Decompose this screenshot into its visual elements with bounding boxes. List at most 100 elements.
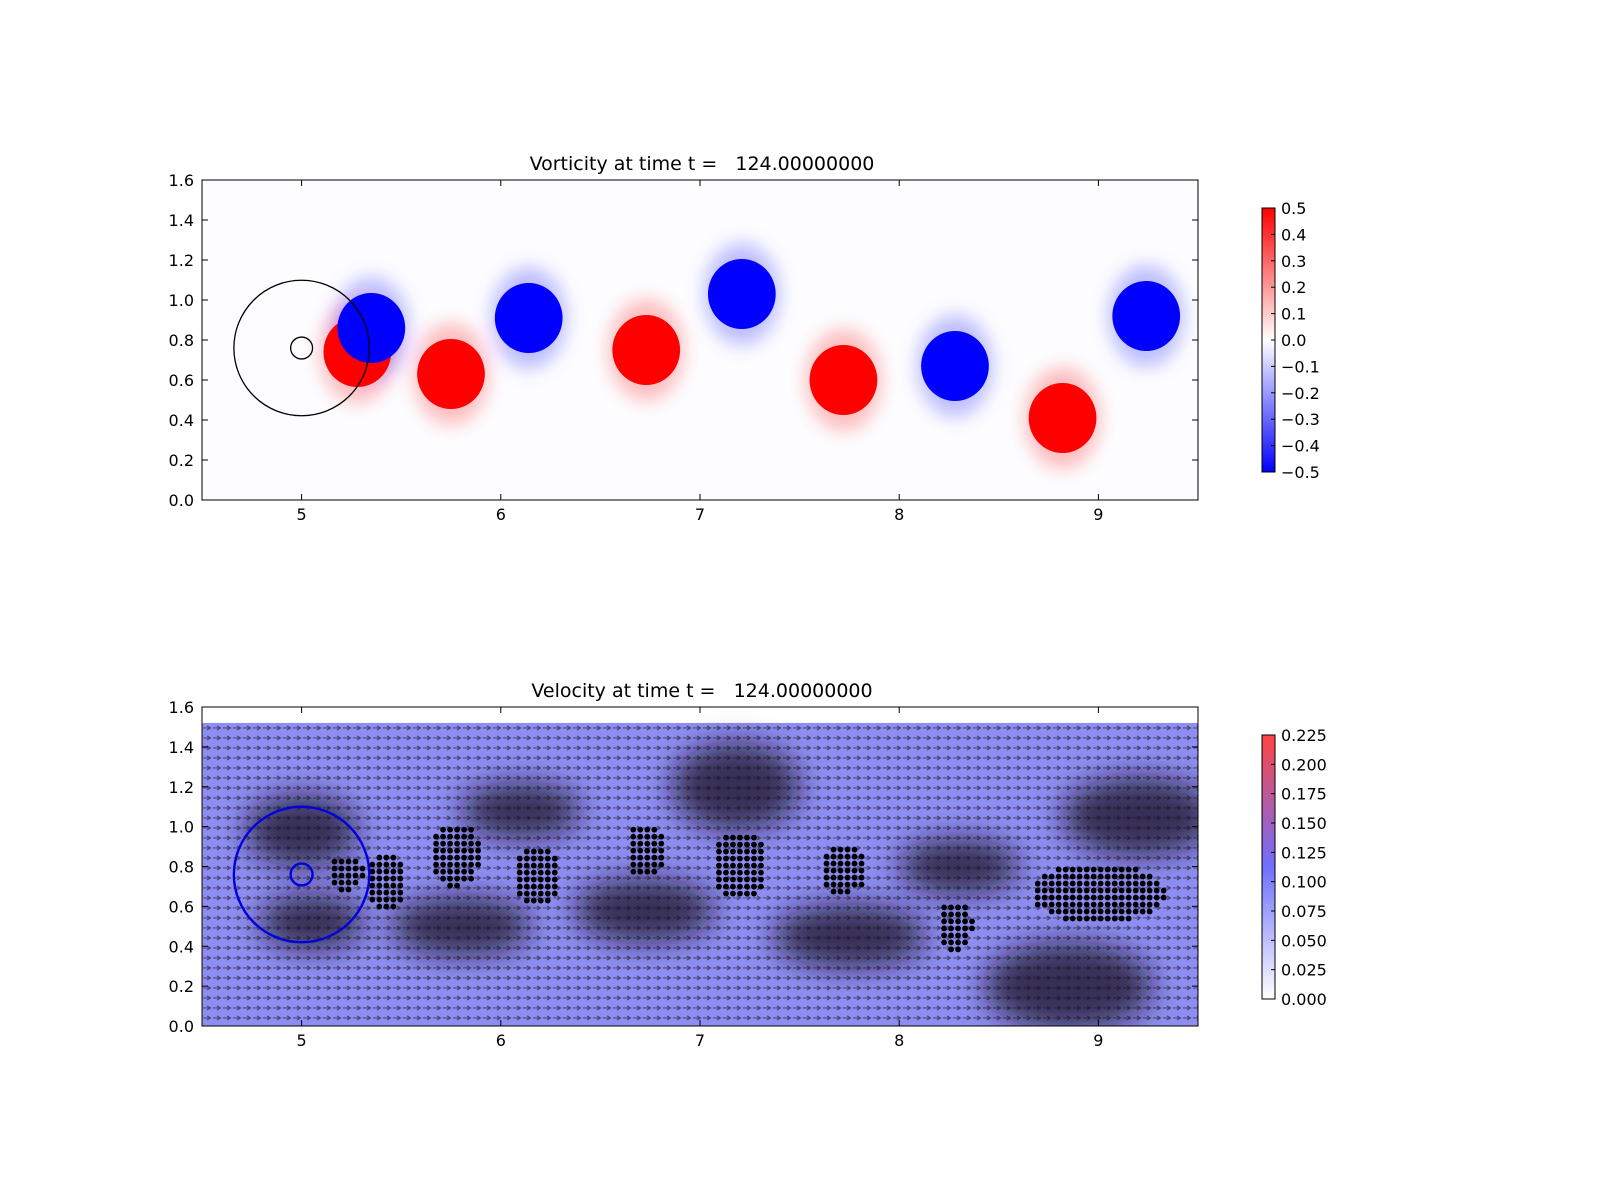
y-tick-label: 0.4 [169,937,194,956]
colorbar-tick-label: 0.100 [1281,873,1327,892]
colorbar-tick-label: −0.3 [1281,410,1320,429]
marker-point [537,862,544,869]
marker-point [1132,873,1139,880]
marker-point [1034,880,1041,887]
marker-point [352,865,359,872]
marker-point [1118,915,1125,922]
marker-point [737,862,743,869]
marker-point [1069,880,1076,887]
colorbar-tick-label: −0.1 [1281,357,1320,376]
marker-point [851,874,858,881]
marker-point [475,861,481,868]
marker-point [523,862,530,869]
marker-point [730,883,736,890]
marker-cluster [630,826,665,875]
marker-point [1041,880,1048,887]
marker-point [1111,887,1118,894]
marker-point [1153,894,1160,901]
colorbar-tick-label: 0.150 [1281,814,1327,833]
marker-point [948,925,954,932]
marker-cluster [369,854,404,910]
marker-point [716,862,722,869]
marker-point [440,840,446,847]
y-tick-label: 1.4 [169,738,194,757]
colorbar-tick-label: 0.200 [1281,755,1327,774]
marker-point [376,875,383,882]
marker-point [523,855,530,862]
marker-point [837,888,844,895]
negative-vortex [337,293,406,363]
marker-point [962,925,968,932]
marker-point [1083,866,1090,873]
marker-point [1125,915,1132,922]
marker-point [461,854,467,861]
vorticity-axes: 5 6 7 8 9 0.0 0.2 0.4 0.6 0.8 1.0 1.2 1.4 1.6 [169,171,1199,524]
x-tick-label: 8 [894,505,904,524]
marker-point [1069,873,1076,880]
marker-point [1097,894,1104,901]
y-tick-label: 0.0 [169,1017,194,1036]
marker-point [716,869,722,876]
marker-point [454,854,460,861]
marker-point [716,855,722,862]
marker-point [397,889,404,896]
marker-point [551,862,558,869]
marker-point [1118,901,1125,908]
marker-point [844,867,851,874]
marker-point [1104,901,1111,908]
marker-point [823,867,830,874]
marker-point [376,854,383,861]
marker-point [730,855,736,862]
marker-point [516,883,523,890]
marker-point [1076,908,1083,915]
marker-point [751,841,757,848]
marker-point [751,890,757,897]
marker-point [447,861,453,868]
positive-vortex [612,315,681,385]
marker-point [644,833,651,840]
marker-point [390,875,397,882]
marker-cluster [433,826,481,889]
marker-point [823,860,830,867]
marker-point [1034,894,1041,901]
marker-point [1118,908,1125,915]
marker-point [1069,908,1076,915]
marker-point [737,883,743,890]
marker-point [530,848,537,855]
marker-point [751,869,757,876]
marker-point [716,876,722,883]
marker-point [454,861,460,868]
marker-point [1090,901,1097,908]
marker-point [1083,915,1090,922]
marker-point [523,890,530,897]
vorticity-plot-area [202,180,1198,500]
marker-point [1069,866,1076,873]
marker-point [1062,915,1069,922]
marker-point [751,834,757,841]
marker-point [475,854,481,861]
marker-point [1034,887,1041,894]
marker-point [544,890,551,897]
y-tick-label: 1.4 [169,211,194,230]
marker-point [1069,894,1076,901]
marker-point [1111,866,1118,873]
colorbar-tick-label: −0.4 [1281,437,1320,456]
marker-point [1132,908,1139,915]
marker-point [651,826,658,833]
marker-point [758,862,764,869]
quiver-arrows [202,722,1198,1026]
marker-point [1125,873,1132,880]
marker-point [948,911,954,918]
marker-point [369,882,376,889]
x-tick-label: 5 [297,1031,307,1050]
marker-point [1139,887,1146,894]
colorbar-tick-label: 0.050 [1281,931,1327,950]
marker-point [1097,866,1104,873]
marker-point [397,875,404,882]
marker-point [376,882,383,889]
marker-point [858,853,865,860]
marker-point [345,879,352,886]
marker-point [516,890,523,897]
marker-point [397,861,404,868]
marker-point [830,888,837,895]
